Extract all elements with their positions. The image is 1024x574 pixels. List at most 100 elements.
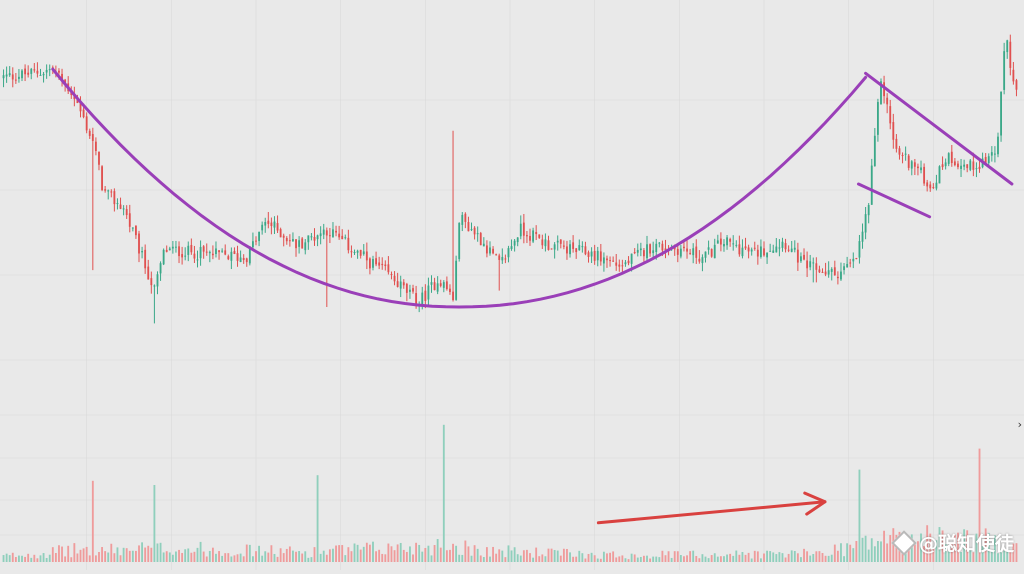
candle-body (548, 240, 550, 250)
candle-body (492, 249, 494, 254)
candle-body (338, 234, 340, 238)
candle-body (720, 239, 722, 245)
volume-bar (541, 554, 543, 562)
candle-body (274, 222, 276, 228)
candle-body (976, 168, 978, 169)
candle-body (1016, 80, 1018, 90)
volume-bar (172, 555, 174, 562)
volume-bar (649, 559, 651, 562)
volume-bar (591, 553, 593, 562)
volume-bar (889, 535, 891, 562)
candle-body (588, 252, 590, 257)
candle-body (468, 222, 470, 231)
volume-bar (618, 556, 620, 562)
volume-bar (745, 555, 747, 562)
volume-bar (766, 551, 768, 562)
volume-bar (144, 548, 146, 562)
volume-bar (523, 550, 525, 562)
volume-bar (815, 551, 817, 562)
volume-bar (98, 552, 100, 562)
candle-body (255, 241, 257, 242)
volume-bar (748, 553, 750, 562)
candle-body (634, 252, 636, 253)
volume-bar (150, 548, 152, 562)
volume-bar (692, 551, 694, 562)
volume-bar (683, 556, 685, 562)
volume-bar (292, 551, 294, 562)
candle-body (649, 244, 651, 253)
volume-bar (280, 548, 282, 562)
candle-body (172, 247, 174, 249)
candle-body (514, 241, 516, 246)
candle-body (200, 247, 202, 258)
candle-body (237, 253, 239, 261)
candle-body (434, 282, 436, 290)
candle-body (120, 205, 122, 209)
volume-bar (498, 549, 500, 562)
volume-bar (175, 552, 177, 562)
candle-body (187, 246, 189, 255)
volume-bar (335, 546, 337, 562)
candle-body (292, 239, 294, 241)
candle-body (144, 250, 146, 268)
candle-body (791, 249, 793, 252)
candle-body (822, 272, 824, 273)
candle-body (326, 230, 328, 235)
volume-arrow-shaft (598, 502, 825, 523)
volume-bar (258, 546, 260, 562)
volume-bar (825, 556, 827, 562)
candle-body (391, 274, 393, 275)
candle-body (526, 235, 528, 236)
candle-body (132, 228, 134, 229)
candle-body (230, 252, 232, 261)
candle-body (289, 240, 291, 241)
candle-body (397, 281, 399, 287)
candle-body (957, 164, 959, 168)
volume-bar (329, 549, 331, 562)
volume-bar (400, 543, 402, 562)
volume-bar (849, 545, 851, 562)
volume-bar (812, 554, 814, 562)
volume-bar (871, 538, 873, 562)
candle-body (895, 139, 897, 149)
volume-bar (621, 555, 623, 562)
volume-bar (492, 547, 494, 562)
candle-body (498, 255, 500, 260)
volume-bar (354, 543, 356, 562)
candle-body (135, 226, 137, 236)
candle-body (335, 231, 337, 233)
candle-body (486, 245, 488, 253)
volume-bar (437, 539, 439, 562)
candle-body (902, 155, 904, 156)
volume-bar (307, 558, 309, 562)
candle-body (295, 239, 297, 248)
volume-bar (732, 556, 734, 562)
candle-body (763, 248, 765, 255)
candle-body (344, 237, 346, 238)
candle-body (424, 291, 426, 301)
candle-body (609, 260, 611, 261)
candle-body (655, 244, 657, 252)
volume-bar (255, 551, 257, 562)
candle-body (963, 165, 965, 167)
candle-body (523, 223, 525, 236)
volume-bar (600, 559, 602, 562)
candle-body (708, 247, 710, 249)
volume-bar (760, 558, 762, 562)
volume-bar (735, 551, 737, 562)
volume-bar (184, 549, 186, 562)
volume-bar (310, 557, 312, 562)
scroll-indicator[interactable]: › (1018, 418, 1022, 431)
volume-bar (471, 556, 473, 562)
volume-bar (729, 554, 731, 562)
candle-body (181, 254, 183, 257)
candle-body (652, 250, 654, 253)
volume-bar (181, 553, 183, 562)
volume-bar (751, 558, 753, 562)
candle-body (517, 237, 519, 242)
volume-bar (775, 554, 777, 562)
candle-body (138, 234, 140, 254)
candle-body (501, 257, 503, 260)
volume-bar (446, 550, 448, 562)
volume-bar (64, 556, 66, 562)
